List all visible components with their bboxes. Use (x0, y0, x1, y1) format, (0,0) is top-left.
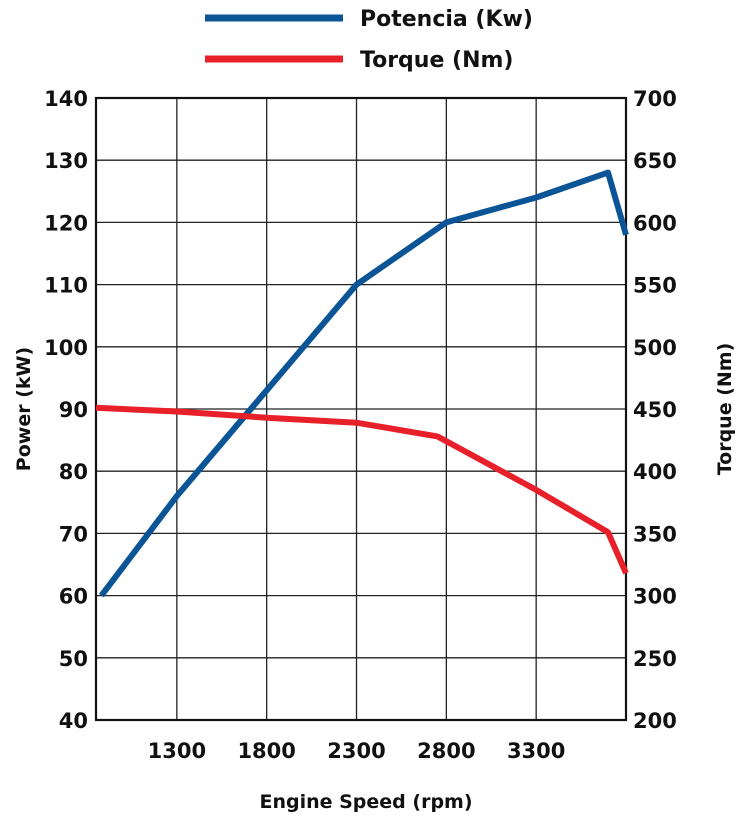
x-tick-label: 1800 (237, 739, 295, 763)
power-series-line (99, 169, 629, 598)
series-layer (95, 169, 629, 598)
y-right-tick-label: 250 (633, 647, 677, 671)
x-axis-title: Engine Speed (rpm) (259, 791, 472, 813)
y-right-tick-label: 450 (633, 398, 677, 422)
x-tick-label: 2300 (327, 739, 385, 763)
y-right-tick-label: 700 (633, 87, 677, 111)
y-right-tick-label: 650 (633, 149, 677, 173)
y-right-tick-label: 600 (633, 211, 677, 235)
legend-label: Potencia (Kw) (360, 7, 533, 32)
y-left-tick-label: 50 (59, 647, 88, 671)
legend: Potencia (Kw) Torque (Nm) (205, 7, 533, 73)
y-left-tick-label: 60 (59, 585, 88, 609)
y-right-tick-label: 400 (633, 460, 677, 484)
y-left-tick-label: 140 (44, 87, 88, 111)
y-right-axis-title: Torque (Nm) (714, 343, 736, 476)
y-left-tick-label: 130 (44, 149, 88, 173)
y-left-tick-label: 120 (44, 211, 88, 235)
y-right-tick-label: 350 (633, 522, 677, 546)
y-left-tick-label: 40 (59, 709, 88, 733)
axis-titles: Engine Speed (rpm) Power (kW) Torque (Nm) (13, 343, 736, 813)
y-left-tick-label: 110 (44, 274, 88, 298)
y-left-tick-label: 70 (59, 522, 88, 546)
y-left-axis-title: Power (kW) (13, 347, 35, 471)
y-left-tick-label: 100 (44, 336, 88, 360)
x-tick-label: 1300 (148, 739, 206, 763)
x-tick-label: 2800 (417, 739, 475, 763)
tick-labels: 40 50 60 70 80 90 100 110 120 130 140 200 250 300 350 4… (44, 87, 677, 763)
legend-label: Torque (Nm) (360, 48, 513, 73)
y-right-tick-label: 500 (633, 336, 677, 360)
y-left-tick-label: 90 (59, 398, 88, 422)
y-right-tick-label: 300 (633, 585, 677, 609)
y-left-tick-label: 80 (59, 460, 88, 484)
y-right-tick-label: 550 (633, 274, 677, 298)
torque-series-line (95, 404, 629, 575)
x-tick-label: 3300 (507, 739, 565, 763)
y-right-tick-label: 200 (633, 709, 677, 733)
